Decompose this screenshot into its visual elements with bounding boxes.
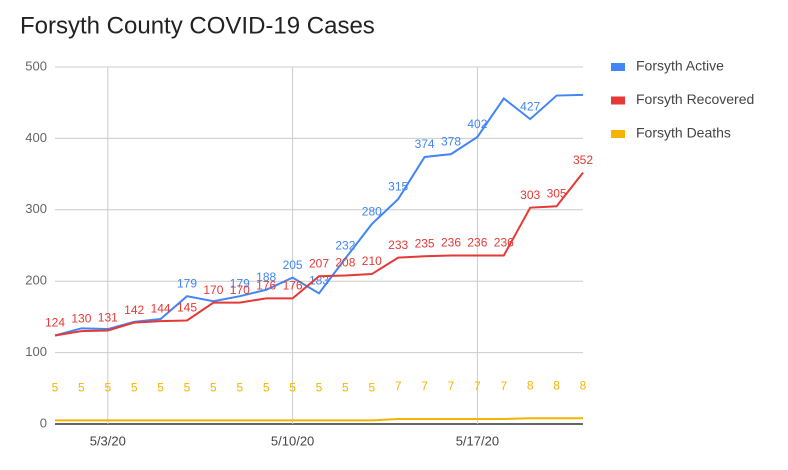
legend-label: Forsyth Recovered	[636, 91, 754, 107]
series-line	[54, 172, 584, 337]
data-label: 378	[441, 134, 461, 148]
data-label: 352	[573, 153, 593, 167]
data-label: 207	[309, 256, 329, 270]
legend-label: Forsyth Deaths	[636, 125, 731, 141]
data-label: 315	[388, 179, 408, 193]
data-label: 5	[78, 381, 85, 395]
legend-swatch	[611, 130, 625, 138]
data-label: 5	[184, 381, 191, 395]
data-label: 145	[177, 301, 197, 315]
legend-swatch	[611, 96, 625, 105]
data-label: 179	[177, 276, 197, 290]
data-label: 170	[203, 283, 223, 297]
data-label: 374	[415, 137, 435, 151]
data-label: 7	[474, 379, 481, 393]
data-label: 5	[131, 381, 138, 395]
data-label: 210	[362, 254, 382, 268]
data-label: 235	[415, 236, 435, 250]
data-label: 232	[335, 239, 355, 253]
y-tick-label: 200	[25, 273, 47, 288]
data-label: 179	[230, 276, 250, 290]
data-label: 5	[316, 381, 323, 395]
y-tick-label: 400	[25, 130, 47, 145]
data-label: 5	[263, 381, 270, 395]
y-tick-label: 300	[25, 201, 47, 216]
data-label: 188	[256, 270, 276, 284]
data-label: 233	[388, 238, 408, 252]
series-line	[54, 93, 584, 337]
data-label: 131	[98, 311, 118, 325]
data-label: 7	[395, 379, 402, 393]
data-label: 208	[335, 256, 355, 270]
data-label: 170	[230, 283, 250, 297]
data-label: 7	[500, 379, 507, 393]
data-label: 8	[527, 378, 534, 392]
data-label: 124	[45, 316, 65, 330]
data-label: 305	[547, 186, 567, 200]
data-label: 176	[256, 279, 276, 293]
data-label: 402	[467, 117, 487, 131]
data-label: 205	[283, 258, 303, 272]
data-label: 5	[52, 381, 59, 395]
data-label: 144	[151, 301, 171, 315]
x-tick-label: 5/3/20	[90, 433, 126, 448]
data-label: 5	[342, 381, 349, 395]
y-tick-label: 0	[40, 415, 47, 430]
data-label: 5	[210, 381, 217, 395]
data-label: 5	[157, 381, 164, 395]
data-label: 130	[71, 311, 91, 325]
legend-label: Forsyth Active	[636, 58, 724, 74]
data-label: 176	[283, 279, 303, 293]
x-tick-label: 5/10/20	[271, 433, 314, 448]
data-label: 5	[236, 381, 243, 395]
data-label: 236	[441, 236, 461, 250]
x-tick-label: 5/17/20	[456, 433, 499, 448]
data-label: 280	[362, 204, 382, 218]
data-label: 5	[104, 381, 111, 395]
series-line	[55, 417, 583, 422]
data-label: 5	[289, 381, 296, 395]
data-label: 142	[124, 303, 144, 317]
data-label: 7	[448, 379, 455, 393]
data-label: 8	[553, 378, 560, 392]
data-label: 303	[520, 188, 540, 202]
chart-title: Forsyth County COVID-19 Cases	[20, 12, 375, 39]
data-label: 427	[520, 99, 540, 113]
data-label: 8	[580, 378, 587, 392]
y-tick-label: 500	[25, 58, 47, 73]
data-label: 5	[368, 381, 375, 395]
y-tick-label: 100	[25, 344, 47, 359]
data-label: 236	[467, 236, 487, 250]
data-label: 236	[494, 236, 514, 250]
legend-swatch	[611, 63, 625, 71]
data-label: 7	[421, 379, 428, 393]
